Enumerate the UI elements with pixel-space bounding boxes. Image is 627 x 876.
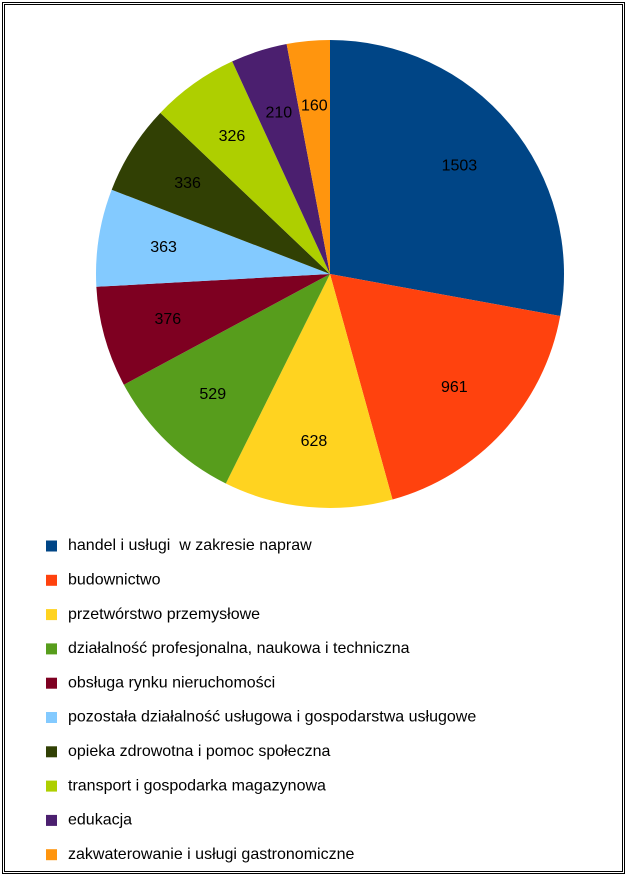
data-label: 336 (174, 175, 201, 192)
data-label: 363 (150, 239, 177, 256)
legend-label: pozostała działalność usługowa i gospoda… (68, 709, 476, 726)
pie-slice (330, 40, 564, 317)
legend-label: opieka zdrowotna i pomoc społeczna (68, 743, 330, 760)
data-label: 376 (154, 311, 181, 328)
legend-swatch (46, 677, 57, 689)
data-label: 1503 (442, 157, 478, 174)
pie-slice (232, 44, 330, 274)
legend-swatch (46, 712, 57, 723)
legend-label: edukacja (68, 812, 132, 829)
pie-slice (123, 274, 330, 484)
legend-label: przetwórstwo przemysłowe (68, 606, 260, 623)
pie-slice (160, 61, 330, 274)
legend-swatch (46, 849, 57, 861)
pie-slice (96, 274, 330, 385)
legend-swatch (46, 574, 57, 586)
data-label: 961 (441, 379, 468, 396)
legend-swatch (46, 746, 57, 758)
data-label: 529 (199, 386, 226, 403)
legend-swatch (46, 609, 57, 621)
legend-label: działalność profesjonalna, naukowa i tec… (68, 640, 410, 657)
legend-label: transport i gospodarka magazynowa (68, 777, 326, 794)
legend-label: budownictwo (68, 572, 161, 589)
data-label: 326 (219, 128, 246, 145)
pie-slice (330, 274, 561, 500)
legend-swatch (46, 814, 57, 826)
data-label: 160 (301, 97, 328, 114)
pie-slice (225, 274, 393, 508)
pie-slice (286, 40, 330, 274)
legend-swatch (46, 643, 57, 655)
legend-label: zakwaterowanie i usługi gastronomiczne (68, 846, 354, 863)
pie-slice (96, 189, 330, 287)
legend-swatch (46, 540, 57, 552)
data-label: 210 (265, 105, 292, 122)
pie-slice (111, 112, 330, 274)
legend-label: handel i usługi w zakresie napraw (68, 537, 312, 554)
legend-swatch (46, 780, 57, 792)
legend-label: obsługa rynku nieruchomości (68, 674, 275, 691)
data-label: 628 (301, 433, 328, 450)
